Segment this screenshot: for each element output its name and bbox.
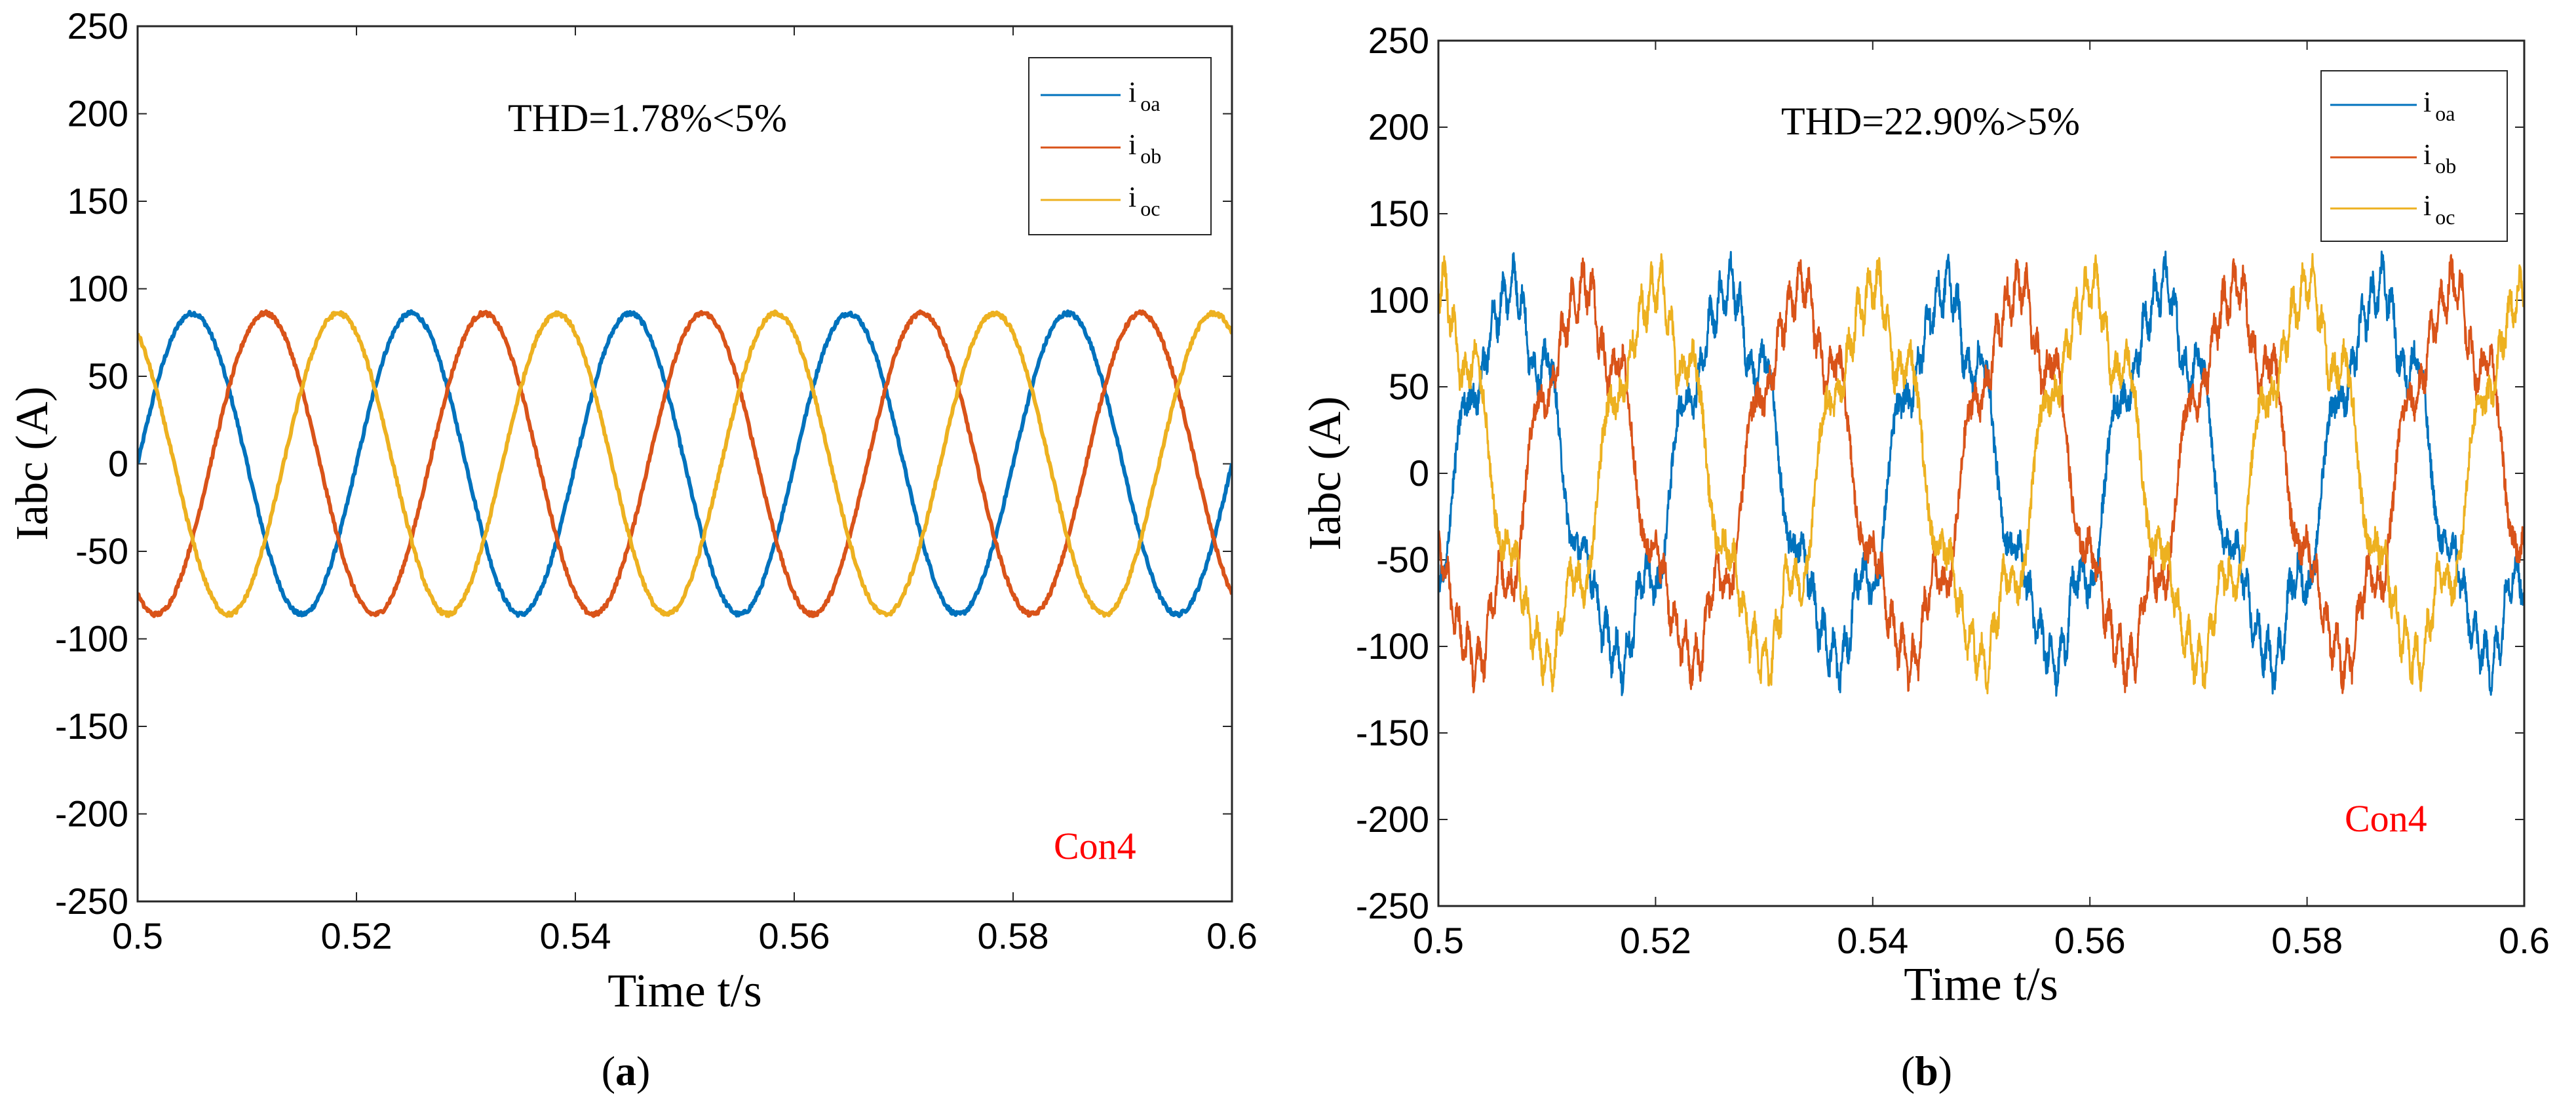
plot-frame	[1437, 39, 2526, 907]
con4-annotation: Con4	[1054, 825, 1136, 867]
x-axis-label: Time t/s	[1904, 958, 2058, 1010]
legend-label-iob: i ob	[2423, 138, 2456, 178]
legend: i oa i ob i oc	[2320, 70, 2508, 242]
x-tick-label: 0.6	[2499, 920, 2550, 961]
y-tick-label: 0	[108, 443, 128, 484]
legend: i oa i ob i oc	[1028, 57, 1212, 235]
thd-annotation: THD=1.78%<5%	[508, 96, 787, 140]
y-tick-label: -150	[55, 705, 128, 747]
x-tick-label: 0.56	[2054, 920, 2126, 961]
y-tick-label: 200	[1368, 106, 1429, 148]
y-tick-label: -50	[75, 530, 128, 572]
x-tick-label: 0.6	[1206, 915, 1258, 956]
x-axis-label: Time t/s	[607, 964, 761, 1017]
series-line-ob	[138, 309, 1232, 618]
y-tick-label: 250	[1368, 20, 1429, 61]
y-tick-label: -100	[1356, 625, 1429, 667]
y-tick-label: -150	[1356, 712, 1429, 753]
plot-frame	[136, 25, 1233, 903]
legend-box	[2320, 70, 2508, 242]
y-axis-label: Iabc (A)	[1300, 396, 1351, 550]
series-line-oa	[1438, 250, 2524, 697]
legend-label-ioc: i oc	[2423, 189, 2455, 229]
series-group	[138, 309, 1232, 618]
y-tick-label: -250	[55, 880, 128, 922]
y-axis-label: Iabc (A)	[7, 386, 58, 540]
legend-label-ioc: i oc	[1128, 181, 1160, 220]
y-tick-label: -200	[55, 793, 128, 835]
x-tick-label: 0.58	[978, 915, 1049, 956]
panel-label-b: (b)	[1901, 1048, 1952, 1094]
x-tick-label: 0.56	[759, 915, 830, 956]
y-tick-label: 200	[67, 93, 128, 134]
panel-label-a: (a)	[602, 1048, 651, 1094]
series-line-oc	[138, 309, 1232, 618]
legend-label-ioa: i oa	[1128, 76, 1160, 115]
series-line-oc	[1438, 252, 2524, 695]
legend-label-iob: i ob	[1128, 128, 1161, 168]
y-tick-label: -100	[55, 618, 128, 660]
x-tick-label: 0.5	[112, 915, 163, 956]
con4-annotation: Con4	[2345, 797, 2427, 840]
x-tick-label: 0.58	[2271, 920, 2343, 961]
x-tick-label: 0.52	[1620, 920, 1691, 961]
y-tick-label: 150	[67, 180, 128, 222]
legend-box	[1028, 57, 1212, 235]
y-tick-label: 150	[1368, 193, 1429, 234]
thd-annotation: THD=22.90%>5%	[1781, 100, 2080, 143]
x-tick-label: 0.52	[321, 915, 393, 956]
y-tick-label: 0	[1409, 452, 1429, 494]
y-tick-label: 100	[67, 268, 128, 309]
y-tick-label: 50	[88, 355, 128, 397]
y-tick-label: 100	[1368, 279, 1429, 321]
y-tick-label: -50	[1376, 539, 1429, 580]
y-tick-label: -250	[1356, 885, 1429, 926]
x-tick-label: 0.5	[1413, 920, 1464, 961]
legend-label-ioa: i oa	[2423, 86, 2455, 125]
series-line-oa	[138, 309, 1232, 618]
x-tick-label: 0.54	[1837, 920, 1908, 961]
y-tick-label: 250	[67, 5, 128, 47]
series-group	[1438, 250, 2524, 697]
x-tick-label: 0.54	[540, 915, 611, 956]
y-tick-label: 50	[1389, 366, 1429, 407]
y-tick-label: -200	[1356, 798, 1429, 840]
